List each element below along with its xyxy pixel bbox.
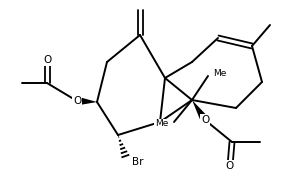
Text: Me: Me (154, 119, 168, 128)
Polygon shape (192, 100, 209, 122)
Text: Br: Br (132, 157, 143, 167)
Text: Me: Me (213, 70, 226, 79)
Polygon shape (77, 97, 97, 105)
Text: O: O (201, 115, 209, 125)
Text: O: O (226, 161, 234, 171)
Text: O: O (43, 55, 51, 65)
Text: O: O (73, 96, 81, 106)
